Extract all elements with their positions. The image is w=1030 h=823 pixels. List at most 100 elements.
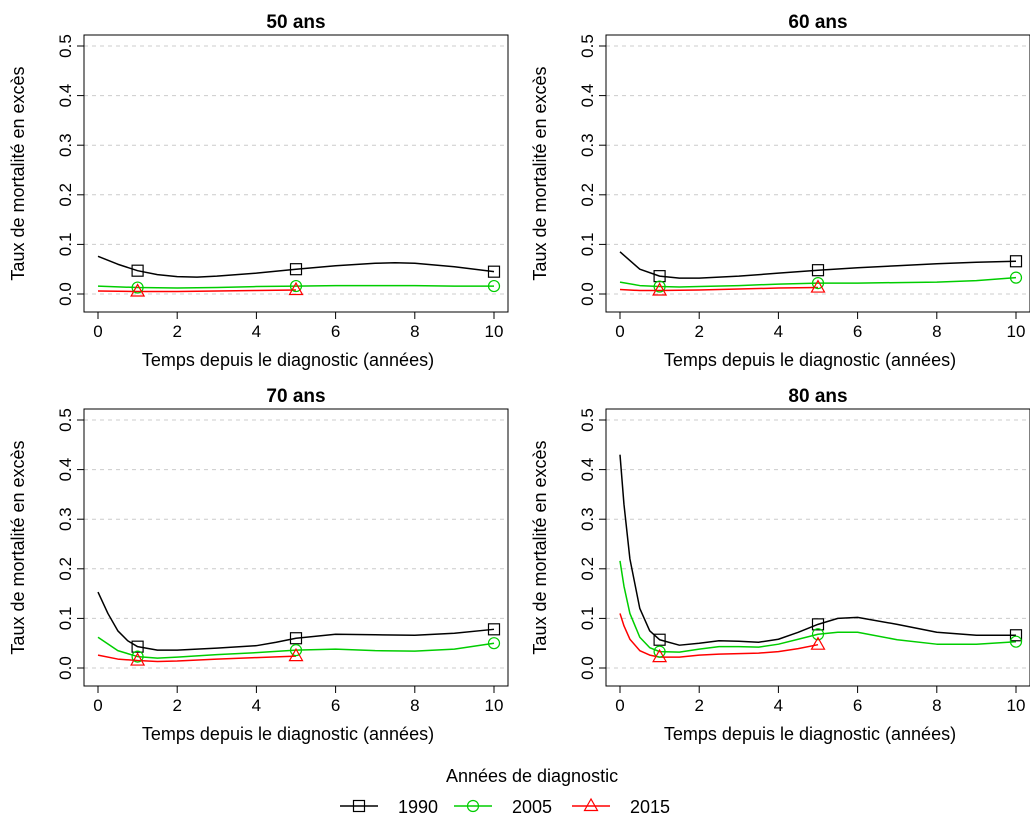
y-tick-label: 0.3 — [578, 133, 597, 157]
y-tick-label: 0.0 — [56, 656, 75, 680]
legend-items: 1990 2005 2015 — [340, 797, 670, 817]
x-tick-label: 0 — [615, 322, 624, 341]
y-axis-label: Taux de mortalité en excès — [530, 440, 550, 654]
y-tick-label: 0.1 — [56, 607, 75, 631]
x-tick-label: 8 — [932, 322, 941, 341]
data-point-2015 — [810, 636, 826, 650]
y-tick-label: 0.5 — [56, 34, 75, 58]
panel-title: 60 ans — [788, 12, 847, 33]
data-point-1990 — [131, 640, 144, 653]
x-tick-label: 6 — [331, 322, 340, 341]
x-tick-label: 8 — [410, 696, 419, 715]
y-tick-label: 0.2 — [578, 183, 597, 207]
data-point-2005 — [487, 279, 501, 293]
data-point-1990 — [487, 265, 501, 278]
legend-item-2015: 2015 — [572, 797, 670, 817]
data-point-2005 — [653, 645, 666, 658]
legend-label: 2015 — [630, 797, 670, 817]
x-tick-label: 0 — [93, 696, 102, 715]
data-point-2015 — [130, 652, 146, 666]
panel-title: 50 ans — [266, 12, 325, 33]
y-tick-label: 0.4 — [578, 458, 597, 482]
data-point-2005 — [653, 280, 666, 293]
series-line-2005 — [619, 276, 1017, 288]
y-tick-label: 0.1 — [56, 233, 75, 257]
x-tick-label: 2 — [172, 322, 181, 341]
data-point-1990 — [487, 623, 501, 636]
square-marker-icon — [352, 799, 366, 813]
y-tick-label: 0.3 — [578, 507, 597, 531]
series-line-2015 — [97, 654, 297, 663]
x-axis-label: Temps depuis le diagnostic (années) — [142, 724, 434, 744]
data-point-2015 — [288, 647, 304, 662]
y-tick-label: 0.1 — [578, 607, 597, 631]
chart-panel-3: 70 ans 0 2 4 6 8 10 0.0 0.1 0.2 0.3 0.4 0.5 Temps dep… — [8, 386, 509, 744]
data-point-2005 — [1009, 271, 1023, 284]
y-tick-label: 0.3 — [56, 133, 75, 157]
y-tick-label: 0.4 — [578, 84, 597, 108]
data-point-2015 — [652, 648, 668, 663]
data-point-2015 — [810, 279, 826, 293]
series-line-2005 — [97, 284, 494, 289]
x-axis-label: Temps depuis le diagnostic (années) — [664, 350, 956, 370]
data-point-2005 — [1009, 635, 1023, 648]
legend: Années de diagnostic 1990 2005 2015 — [340, 766, 670, 817]
y-axis-label: Taux de mortalité en excès — [8, 440, 28, 654]
x-tick-label: 10 — [485, 322, 504, 341]
y-tick-label: 0.0 — [578, 282, 597, 306]
panel-title: 80 ans — [788, 386, 847, 407]
y-tick-label: 0.0 — [578, 656, 597, 680]
circle-marker-icon — [466, 799, 480, 813]
data-point-2005 — [811, 628, 825, 641]
chart-panel-1: 50 ans 0 2 4 6 8 10 0.0 0.1 0.2 0.3 0.4 0.5 Temps dep… — [8, 12, 509, 370]
y-tick-label: 0.4 — [56, 84, 75, 108]
data-point-1990 — [811, 264, 825, 277]
chart-panel-4: 80 ans 0 2 4 6 8 10 0.0 0.1 0.2 0.3 0.4 0.5 Temps dep… — [530, 386, 1030, 744]
series-line-1990 — [97, 255, 495, 278]
y-tick-label: 0.5 — [578, 408, 597, 432]
data-point-2005 — [131, 281, 144, 294]
data-point-2005 — [131, 650, 144, 663]
series-line-1990 — [619, 454, 1016, 646]
legend-label: 2005 — [512, 797, 552, 817]
x-tick-label: 2 — [172, 696, 181, 715]
y-tick-label: 0.2 — [56, 183, 75, 207]
data-point-2005 — [289, 279, 303, 293]
plot-frame — [83, 34, 509, 313]
x-tick-label: 0 — [615, 696, 624, 715]
y-axis-label: Taux de mortalité en excès — [8, 66, 28, 280]
y-tick-label: 0.5 — [578, 34, 597, 58]
legend-title: Années de diagnostic — [446, 766, 618, 786]
data-point-1990 — [289, 632, 303, 645]
data-point-1990 — [289, 263, 303, 276]
x-tick-label: 10 — [485, 696, 504, 715]
series-line-2015 — [97, 289, 297, 293]
chart-panels: 50 ans 0 2 4 6 8 10 0.0 0.1 0.2 0.3 0.4 0.5 Temps dep… — [8, 12, 1030, 744]
y-tick-label: 0.2 — [56, 557, 75, 581]
series-line-2015 — [619, 286, 819, 292]
x-tick-label: 4 — [774, 696, 783, 715]
y-tick-label: 0.1 — [578, 233, 597, 257]
x-tick-label: 10 — [1007, 322, 1026, 341]
x-tick-label: 10 — [1007, 696, 1026, 715]
data-point-2015 — [130, 283, 146, 297]
x-axis-label: Temps depuis le diagnostic (années) — [664, 724, 956, 744]
x-tick-label: 4 — [252, 322, 261, 341]
x-tick-label: 6 — [853, 696, 862, 715]
y-tick-label: 0.2 — [578, 557, 597, 581]
x-tick-label: 6 — [853, 322, 862, 341]
data-point-2015 — [288, 281, 304, 296]
series-line-1990 — [97, 591, 495, 651]
legend-label: 1990 — [398, 797, 438, 817]
data-point-2005 — [487, 637, 501, 650]
y-tick-label: 0.0 — [56, 282, 75, 306]
series-line-2005 — [97, 636, 495, 659]
x-tick-label: 2 — [694, 696, 703, 715]
legend-item-1990: 1990 — [340, 797, 438, 817]
x-tick-label: 4 — [774, 322, 783, 341]
y-tick-label: 0.3 — [56, 507, 75, 531]
data-point-2005 — [289, 644, 303, 657]
series-line-2005 — [619, 560, 1017, 653]
x-tick-label: 6 — [331, 696, 340, 715]
